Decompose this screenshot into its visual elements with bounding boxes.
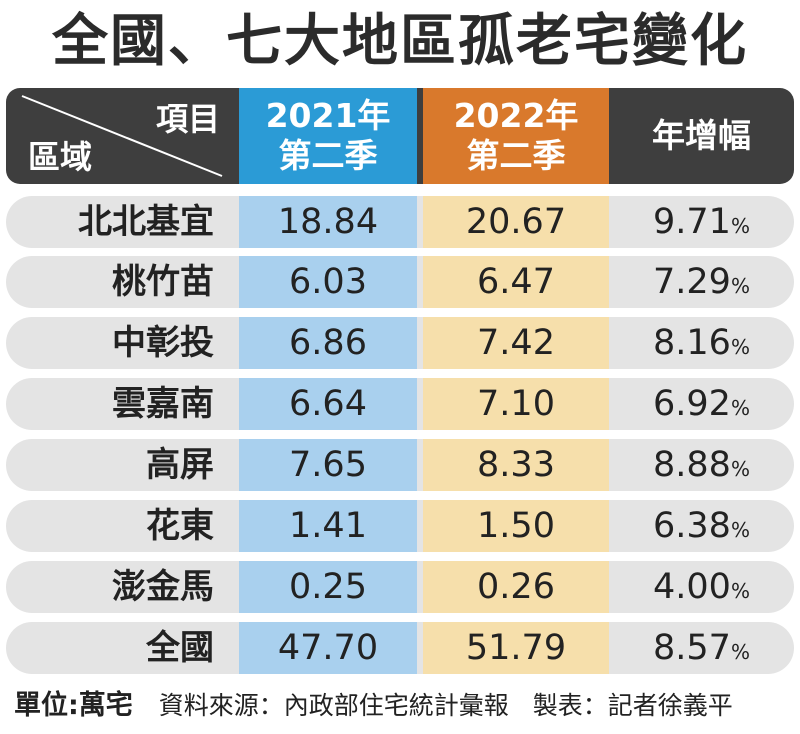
value-yoy: 8.57% [609,622,794,674]
table-header: 項目 區域 2021年 第二季 2022年 第二季 年增幅 [6,88,794,184]
table-row: 澎金馬 0.25 0.26 4.00% [6,561,794,613]
value-2022: 7.42 [423,317,609,369]
table-row: 中彰投 6.86 7.42 8.16% [6,317,794,369]
yoy-number: 6.38 [653,506,731,546]
value-2021: 18.84 [239,196,417,248]
header-col-yoy: 年增幅 [609,88,794,184]
header-region-label: 區域 [28,138,93,176]
unit-note: 單位:萬宅 [14,690,133,721]
table-row: 雲嘉南 6.64 7.10 6.92% [6,378,794,430]
percent-sign: % [730,518,750,542]
value-yoy: 4.00% [609,561,794,613]
header-col-2021-line1: 2021年 [265,96,391,135]
value-yoy: 6.38% [609,500,794,552]
header-col-2022: 2022年 第二季 [423,88,609,184]
region-label: 花東 [146,506,214,546]
table-row: 花東 1.41 1.50 6.38% [6,500,794,552]
yoy-number: 4.00 [653,567,731,607]
percent-sign: % [730,214,750,238]
value-2021: 1.41 [239,500,417,552]
table-row: 桃竹苗 6.03 6.47 7.29% [6,256,794,308]
value-2022: 6.47 [423,256,609,308]
table-row-total: 全國 47.70 51.79 8.57% [6,622,794,674]
region-label: 高屏 [146,445,214,485]
value-2021: 47.70 [239,622,417,674]
value-2022: 8.33 [423,439,609,491]
percent-sign: % [730,396,750,420]
header-col-2022-line2: 第二季 [466,136,566,175]
region-label: 澎金馬 [112,567,214,607]
table-row: 高屏 7.65 8.33 8.88% [6,439,794,491]
header-col-2021: 2021年 第二季 [239,88,417,184]
value-2022: 1.50 [423,500,609,552]
header-item-label: 項目 [155,100,220,138]
value-yoy: 8.88% [609,439,794,491]
value-yoy: 9.71% [609,196,794,248]
value-yoy: 8.16% [609,317,794,369]
yoy-number: 6.92 [653,384,731,424]
value-2022: 20.67 [423,196,609,248]
value-2021: 6.03 [239,256,417,308]
header-col-2022-line1: 2022年 [453,96,579,135]
source-note: 資料來源：內政部住宅統計彙報 [158,691,509,720]
value-2022: 7.10 [423,378,609,430]
percent-sign: % [730,457,750,481]
yoy-number: 9.71 [653,202,731,242]
value-2022: 0.26 [423,561,609,613]
header-corner-cell: 項目 區域 [16,88,228,184]
header-col-yoy-label: 年增幅 [652,116,751,155]
value-2021: 6.64 [239,378,417,430]
yoy-number: 8.88 [653,445,731,485]
value-2021: 6.86 [239,317,417,369]
value-2022: 51.79 [423,622,609,674]
region-label: 全國 [146,628,214,668]
region-label: 雲嘉南 [112,384,214,424]
percent-sign: % [730,579,750,603]
page-title: 全國、七大地區孤老宅變化 [52,8,748,74]
value-2021: 0.25 [239,561,417,613]
yoy-number: 7.29 [653,262,731,302]
value-yoy: 6.92% [609,378,794,430]
yoy-number: 8.57 [653,628,731,668]
footer: 單位:萬宅 資料來源：內政部住宅統計彙報 製表：記者徐義平 [14,684,733,728]
region-label: 北北基宜 [78,202,214,242]
percent-sign: % [730,274,750,298]
table-row: 北北基宜 18.84 20.67 9.71% [6,196,794,248]
value-2021: 7.65 [239,439,417,491]
percent-sign: % [730,640,750,664]
credit-note: 製表：記者徐義平 [532,691,733,720]
percent-sign: % [730,335,750,359]
yoy-number: 8.16 [653,323,731,363]
region-label: 桃竹苗 [112,262,214,302]
region-label: 中彰投 [112,323,214,363]
diagonal-divider [21,95,223,177]
value-yoy: 7.29% [609,256,794,308]
header-col-2021-line2: 第二季 [278,136,378,175]
